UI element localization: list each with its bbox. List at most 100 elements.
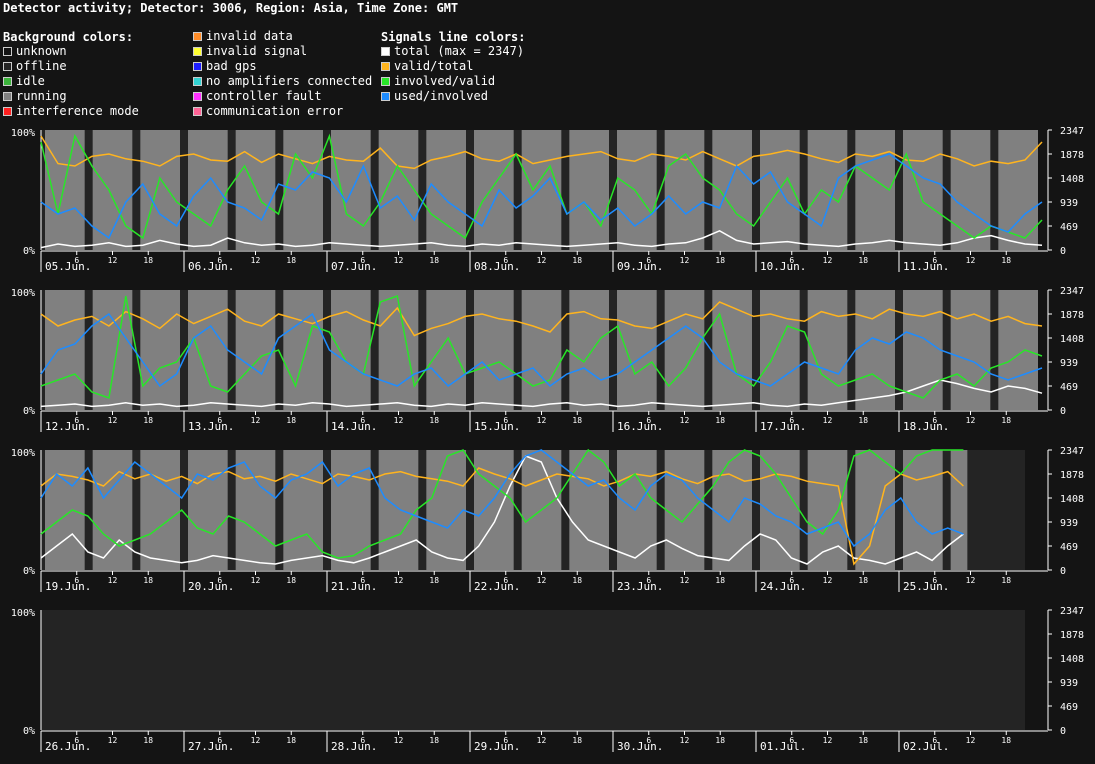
legend-bg-item-swatch	[193, 92, 202, 101]
hour-label: 6	[789, 416, 794, 425]
y-left-min-label: 0%	[23, 726, 35, 737]
hour-label: 18	[715, 416, 725, 425]
day-label: 13.Jun.	[188, 420, 234, 433]
legend-signal-item-label: used/involved	[394, 89, 488, 103]
day-label: 23.Jun.	[617, 580, 663, 593]
hour-label: 6	[789, 576, 794, 585]
running-background	[188, 130, 228, 250]
legend-signal-item: total (max = 2347)	[381, 44, 524, 59]
hour-label: 12	[823, 736, 833, 745]
running-background	[331, 450, 371, 570]
running-background	[235, 290, 276, 410]
running-background	[521, 130, 562, 250]
running-background	[903, 450, 943, 570]
hour-label: 18	[429, 736, 439, 745]
legend-bg-item-swatch	[3, 92, 12, 101]
offline-background	[41, 610, 1025, 730]
chart-title: Detector activity; Detector: 3006, Regio…	[3, 1, 459, 15]
day-label: 15.Jun.	[474, 420, 520, 433]
hour-label: 18	[572, 256, 582, 265]
running-background	[664, 290, 705, 410]
legend-bg-item-label: controller fault	[206, 89, 322, 103]
y-left-min-label: 0%	[23, 566, 35, 577]
y-right-tick-label: 2347	[1060, 286, 1084, 297]
running-background	[426, 450, 466, 570]
y-right-tick-label: 0	[1060, 566, 1066, 577]
y-right-tick-label: 939	[1060, 678, 1078, 689]
y-right-tick-label: 0	[1060, 406, 1066, 417]
signals-colors-heading: Signals line colors:	[381, 30, 526, 44]
hour-label: 12	[680, 416, 690, 425]
legend-bg-item-label: interference mode	[16, 104, 139, 118]
running-background	[235, 450, 276, 570]
running-background	[92, 450, 133, 570]
series-line-1	[40, 379, 1043, 408]
hour-label: 6	[360, 576, 365, 585]
hour-label: 12	[108, 256, 118, 265]
running-background	[378, 450, 419, 570]
day-label: 06.Jun.	[188, 260, 234, 273]
running-background	[378, 290, 419, 410]
legend-bg-item: invalid data	[193, 29, 293, 44]
hour-label: 6	[646, 576, 651, 585]
day-label: 19.Jun.	[45, 580, 91, 593]
running-background	[950, 130, 991, 250]
y-right-tick-label: 1408	[1060, 654, 1084, 665]
series-line-3	[40, 133, 1043, 240]
y-right-tick-label: 1408	[1060, 174, 1084, 185]
legend-bg-item-label: invalid signal	[206, 44, 308, 58]
hour-label: 18	[1001, 736, 1011, 745]
legend-bg-item-label: communication error	[206, 104, 344, 118]
hour-label: 12	[966, 256, 976, 265]
legend-bg-item-swatch	[193, 62, 202, 71]
running-background	[712, 450, 752, 570]
legend-bg-item-swatch	[193, 107, 202, 116]
hour-label: 12	[680, 576, 690, 585]
legend-bg-item: unknown	[3, 44, 67, 59]
series-line-3	[40, 295, 1043, 400]
running-background	[140, 450, 180, 570]
hour-label: 18	[858, 256, 868, 265]
running-background	[331, 290, 371, 410]
hour-label: 18	[429, 256, 439, 265]
running-background	[283, 290, 323, 410]
hour-label: 18	[858, 416, 868, 425]
running-background	[426, 130, 466, 250]
y-right-tick-label: 1878	[1060, 630, 1084, 641]
y-right-tick-label: 1878	[1060, 150, 1084, 161]
hour-label: 6	[74, 576, 79, 585]
legend-signal-item-label: involved/valid	[394, 74, 496, 88]
hour-label: 12	[537, 576, 547, 585]
y-right-tick-label: 939	[1060, 518, 1078, 529]
y-right-tick-label: 1408	[1060, 494, 1084, 505]
y-right-tick-label: 469	[1060, 542, 1078, 553]
day-label: 25.Jun.	[903, 580, 949, 593]
hour-label: 18	[858, 736, 868, 745]
series-line-3	[40, 448, 964, 559]
legend-bg-item: controller fault	[193, 89, 322, 104]
y-left-max-label: 100%	[11, 128, 35, 139]
hour-label: 6	[74, 416, 79, 425]
y-left-min-label: 0%	[23, 246, 35, 257]
hour-label: 6	[360, 256, 365, 265]
legend-bg-item-label: idle	[16, 74, 45, 88]
day-label: 29.Jun.	[474, 740, 520, 753]
hour-label: 6	[503, 256, 508, 265]
hour-label: 6	[646, 736, 651, 745]
hour-label: 12	[108, 576, 118, 585]
hour-label: 6	[360, 736, 365, 745]
hour-label: 6	[932, 576, 937, 585]
hour-label: 6	[789, 256, 794, 265]
hour-label: 6	[646, 256, 651, 265]
legend-signal-item: valid/total	[381, 59, 473, 74]
legend-bg-item-label: offline	[16, 59, 67, 73]
hour-label: 12	[823, 256, 833, 265]
hour-label: 12	[966, 576, 976, 585]
y-right-tick-label: 0	[1060, 246, 1066, 257]
legend-bg-item-label: no amplifiers connected	[206, 74, 373, 88]
day-label: 16.Jun.	[617, 420, 663, 433]
legend-bg-item-label: unknown	[16, 44, 67, 58]
running-background	[188, 450, 228, 570]
y-right-tick-label: 1408	[1060, 334, 1084, 345]
